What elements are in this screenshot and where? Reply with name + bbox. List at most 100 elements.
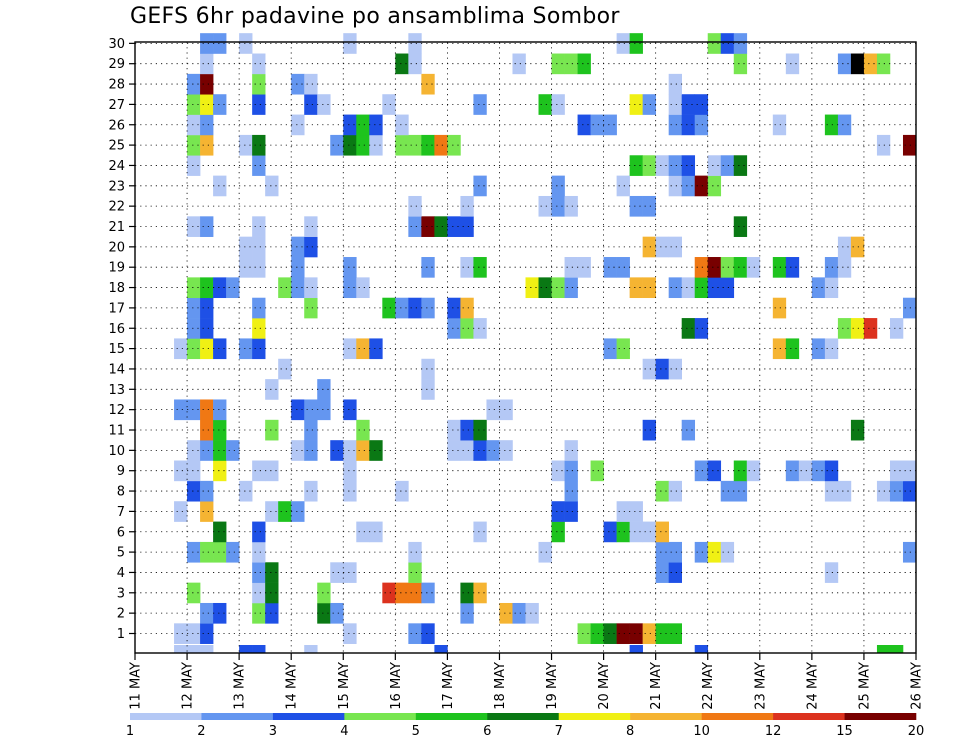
- heatmap-cell: [343, 460, 357, 482]
- heatmap-cell: [707, 541, 722, 563]
- heatmap-cell: [252, 236, 266, 258]
- heatmap-cell: [538, 277, 552, 299]
- heatmap-cell: [200, 623, 214, 644]
- heatmap-cell: [343, 277, 357, 299]
- heatmap-cell: [343, 480, 357, 502]
- y-tick-label: 10: [108, 444, 125, 459]
- heatmap-cell: [421, 358, 435, 380]
- x-tick-label: 17 MAY: [441, 662, 456, 710]
- heatmap-cell: [265, 460, 279, 482]
- heatmap-cell: [642, 277, 656, 299]
- heatmap-cell: [733, 257, 748, 278]
- heatmap-cell: [369, 134, 383, 156]
- heatmap-cell: [616, 33, 630, 54]
- heatmap-cell: [811, 338, 826, 360]
- heatmap-cell: [200, 318, 214, 339]
- heatmap-cell: [720, 480, 735, 502]
- heatmap-cell: [681, 318, 696, 339]
- heatmap-cell: [200, 338, 214, 360]
- heatmap-cell: [200, 419, 214, 441]
- heatmap-cell: [577, 53, 591, 75]
- heatmap-cell: [265, 419, 279, 441]
- heatmap-cell: [291, 114, 305, 136]
- heatmap-cell: [187, 338, 201, 360]
- heatmap-cell: [252, 460, 266, 482]
- heatmap-cell: [681, 155, 696, 176]
- y-tick-label: 22: [108, 200, 125, 215]
- heatmap-cell: [629, 33, 643, 54]
- heatmap-cell: [512, 53, 526, 75]
- y-tick-label: 3: [117, 586, 125, 601]
- heatmap-cell: [876, 53, 891, 75]
- heatmap-cell: [902, 541, 917, 563]
- heatmap-cell: [174, 501, 188, 522]
- heatmap-cell: [408, 297, 422, 319]
- y-tick-label: 8: [117, 485, 125, 500]
- heatmap-cell: [824, 277, 839, 299]
- heatmap-cell: [395, 114, 409, 136]
- colorbar-label: 10: [693, 724, 710, 739]
- colorbar-label: 15: [836, 724, 853, 739]
- heatmap-cell: [642, 155, 656, 176]
- heatmap-cell: [746, 257, 761, 278]
- x-tick-label: 13 MAY: [233, 662, 248, 710]
- heatmap-cell: [317, 582, 331, 604]
- heatmap-cell: [603, 521, 617, 543]
- heatmap-cell: [291, 257, 305, 278]
- heatmap-cell: [343, 257, 357, 278]
- heatmap-cell: [187, 318, 201, 339]
- y-tick-label: 26: [108, 118, 125, 133]
- heatmap-cell: [213, 399, 227, 421]
- heatmap-cell: [720, 155, 735, 176]
- heatmap-cell: [577, 114, 591, 136]
- heatmap-cell: [239, 257, 253, 278]
- heatmap-cell: [330, 440, 344, 461]
- heatmap-cell: [187, 623, 201, 644]
- heatmap-cell: [889, 460, 904, 482]
- heatmap-cell: [200, 480, 214, 502]
- heatmap-cell: [889, 645, 904, 654]
- heatmap-cell: [187, 94, 201, 115]
- heatmap-cell: [330, 602, 344, 624]
- heatmap-cell: [187, 134, 201, 156]
- heatmap-cell: [291, 440, 305, 461]
- heatmap-cell: [499, 602, 513, 624]
- heatmap-cell: [837, 480, 852, 502]
- heatmap-cell: [252, 582, 266, 604]
- heatmap-cell: [226, 277, 240, 299]
- x-tick-label: 16 MAY: [389, 662, 404, 710]
- heatmap-cell: [668, 94, 682, 115]
- heatmap-cell: [200, 501, 214, 522]
- heatmap-cell: [187, 73, 201, 95]
- heatmap-cell: [317, 94, 331, 115]
- heatmap-cell: [694, 318, 709, 339]
- heatmap-cell: [772, 114, 787, 136]
- x-tick-label: 12 MAY: [181, 662, 196, 710]
- x-tick-label: 19 MAY: [545, 662, 560, 710]
- heatmap-cell: [304, 236, 318, 258]
- heatmap-cell: [785, 257, 800, 278]
- heatmap-cell: [694, 645, 709, 654]
- heatmap-cell: [551, 53, 565, 75]
- heatmap-cell: [733, 480, 748, 502]
- heatmap-cell: [473, 318, 487, 339]
- heatmap-cell: [421, 216, 435, 237]
- heatmap-cell: [694, 175, 709, 197]
- heatmap-cell: [603, 114, 617, 136]
- heatmap-cell: [629, 645, 643, 654]
- heatmap-cell: [382, 582, 396, 604]
- heatmap-cell: [343, 338, 357, 360]
- heatmap-cell: [564, 53, 578, 75]
- heatmap-cell: [421, 73, 435, 95]
- heatmap-cell: [265, 582, 279, 604]
- heatmap-cell: [499, 440, 513, 461]
- y-tick-label: 4: [117, 566, 125, 581]
- heatmap-cell: [304, 645, 318, 654]
- heatmap-cell: [902, 480, 917, 502]
- heatmap-cell: [200, 94, 214, 115]
- heatmap-cell: [343, 33, 357, 54]
- heatmap-cell: [187, 480, 201, 502]
- heatmap-cell: [395, 134, 409, 156]
- heatmap-cell: [382, 94, 396, 115]
- heatmap-cell: [343, 562, 357, 583]
